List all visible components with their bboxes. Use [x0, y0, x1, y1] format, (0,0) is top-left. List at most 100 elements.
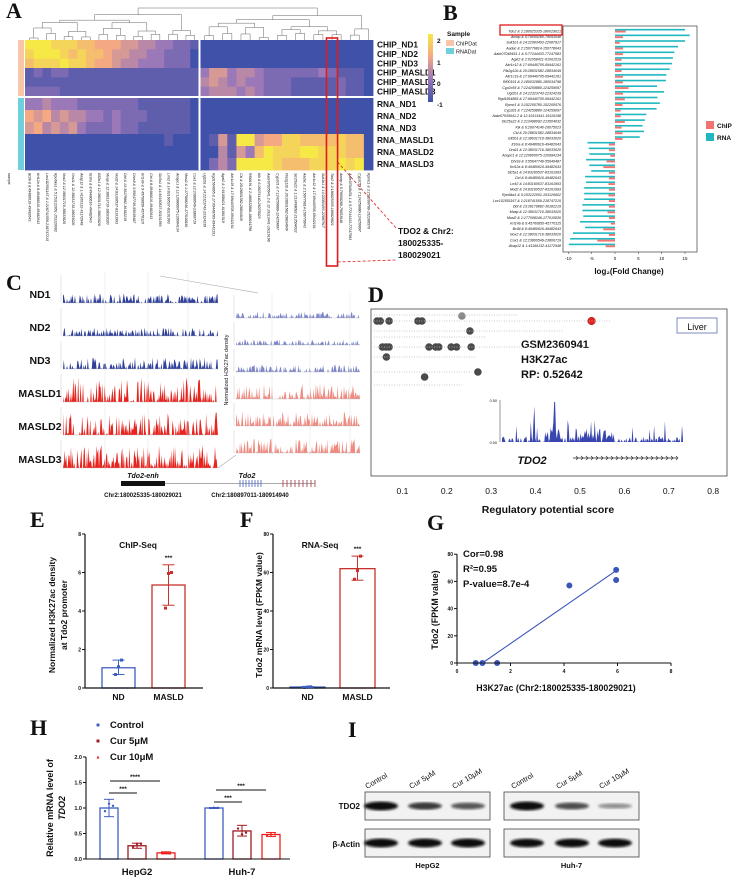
track-label: MASLD2: [18, 421, 61, 433]
heatmap-cell: [181, 86, 191, 97]
gene-label: Krt12a & 8:49480616-49482643: [510, 165, 561, 169]
heatmap-cell: [77, 40, 87, 50]
heatmap-cell: [172, 86, 182, 97]
sample-bar-chip: [18, 40, 24, 96]
heatmap-cell: [236, 98, 246, 111]
heatmap-cell: [51, 77, 61, 88]
rna-bar: [615, 119, 645, 121]
heatmap-cell: [200, 110, 210, 123]
heatmap-cell: [112, 110, 122, 123]
heatmap-cell: [138, 58, 148, 69]
heatmap-cell: [309, 134, 319, 147]
zoom-track-signal: [236, 339, 360, 345]
y-tick-label: 40: [263, 609, 269, 615]
heatmap-cell: [146, 98, 156, 111]
zoom-track-signal: [236, 438, 360, 453]
gene-label: Nod2 & 14:83160537-83161993: [510, 188, 561, 192]
heatmap-cell: [209, 158, 219, 171]
heatmap-column-label: Krt14b & 9:45760850-45770115: [140, 173, 144, 224]
heatmap-cell: [120, 110, 130, 123]
rna-bar: [589, 164, 615, 167]
heatmap-cell: [25, 134, 35, 147]
heatmap-cell: [77, 122, 87, 135]
heatmap-cell: [42, 158, 52, 171]
heatmap-cell: [103, 40, 113, 50]
heatmap-column-label: Cyp2c55 & 7:124259880-124259097: [357, 173, 361, 233]
lane-label: Cur 5μM: [555, 768, 585, 790]
heatmap-cell: [300, 110, 310, 123]
heatmap-cell: [291, 58, 301, 69]
dendrogram-branch: [68, 31, 87, 37]
y-tick-label: 0: [450, 661, 453, 667]
dendrogram-branch: [150, 33, 161, 40]
heatmap-cell: [336, 146, 347, 159]
y-tick-label: 2.0: [74, 755, 82, 761]
y-axis-label: Tdo2 mRNA level (FPKM value): [254, 552, 264, 678]
x-tick-label: -10: [565, 256, 572, 261]
dendrogram-branch: [168, 33, 178, 40]
heatmap-cell: [245, 110, 256, 123]
x-tick-label: 2: [509, 669, 512, 675]
chip-bar: [608, 177, 615, 180]
rna-bar: [587, 141, 615, 144]
gene-label: Il10ra & 8:49480616-49482643: [511, 142, 561, 146]
panel-label-g: G: [427, 510, 444, 535]
heatmap-cell: [209, 77, 219, 88]
heatmap-cell: [146, 40, 156, 50]
heatmap-row-label: CHIP_MASLD3: [377, 86, 436, 96]
heatmap-cell: [77, 158, 87, 171]
heatmap-cell: [318, 40, 328, 50]
heatmap-cell: [51, 58, 61, 69]
heatmap-cell: [254, 146, 265, 159]
heatmap-cell: [281, 122, 292, 135]
heatmap-cell: [363, 158, 374, 171]
heatmap-cell: [354, 146, 365, 159]
heatmap-cell: [354, 77, 365, 88]
enhancer-label: Tdo2-enh: [127, 473, 159, 480]
dendrogram-branch: [354, 28, 369, 40]
rna-bar: [586, 181, 615, 184]
heatmap-cell: [42, 58, 52, 69]
lane-label: Cur 10μM: [451, 766, 484, 790]
heatmap-cell: [336, 58, 347, 69]
dendrogram-branch: [42, 22, 78, 32]
heatmap-cell: [120, 146, 130, 159]
heatmap-cell: [120, 67, 130, 78]
rna-bar: [584, 198, 615, 200]
dendrogram-branch: [281, 29, 301, 36]
heatmap-cell: [254, 77, 265, 88]
heatmap-cell: [103, 67, 113, 78]
chip-bar: [603, 228, 615, 231]
chip-bar: [615, 36, 623, 39]
heatmap-cell: [227, 122, 237, 135]
y-axis-label: at Tdo2 promoter: [59, 579, 69, 650]
heatmap-cell: [245, 49, 256, 60]
y-tick-label: 20: [263, 648, 269, 654]
rna-bar: [582, 204, 615, 206]
rna-bar: [586, 158, 615, 161]
heatmap-cell: [345, 77, 356, 88]
heatmap-cell: [94, 67, 104, 78]
heatmap-cell: [33, 49, 43, 60]
heatmap-cell: [33, 40, 43, 50]
heatmap-cell: [291, 110, 301, 123]
heatmap-cell: [68, 40, 78, 50]
heatmap-column-label: Mvap & 12:38031716-38033020: [106, 173, 110, 224]
heatmap-cell: [85, 58, 95, 69]
heatmap-column-label: Lrrk2 & 14:83160537-83161993: [167, 173, 171, 224]
heatmap-cell: [33, 146, 43, 159]
heatmap-cell: [309, 86, 319, 97]
heatmap-cell: [254, 98, 265, 111]
heatmap-cell: [112, 86, 122, 97]
heatmap-cell: [363, 40, 374, 50]
legend-label: RNA: [717, 135, 731, 142]
heatmap-cell: [155, 58, 165, 69]
y-tick-label: 0.5: [74, 832, 82, 838]
highlight-annotation: TDO2 & Chr2:: [398, 226, 454, 236]
lane-label: Control: [364, 771, 390, 791]
heatmap-row-label: CHIP_MASLD1: [377, 68, 436, 78]
genome-tracks-panel: ND1 ND2 ND3 MASLD1 MASLD2 MASLD3 Normalized H3…: [18, 289, 360, 499]
heatmap-cell: [336, 158, 347, 171]
heatmap-column-label: Akr1c12 & 17:69440705-69442161: [312, 172, 316, 229]
heatmap-cell: [181, 58, 191, 69]
